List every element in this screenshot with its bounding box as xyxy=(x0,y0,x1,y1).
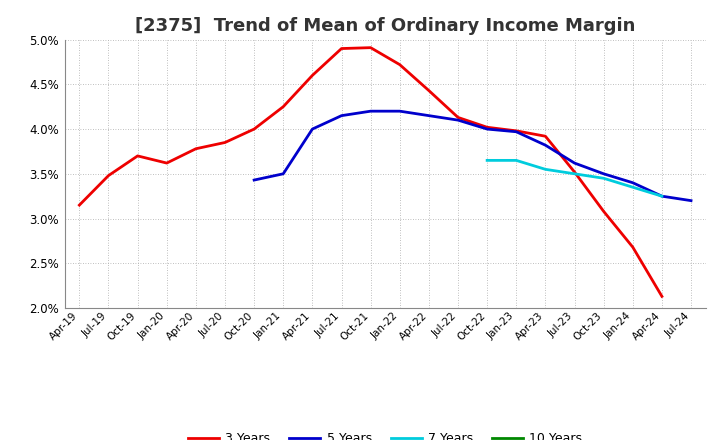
5 Years xyxy=(337,113,346,118)
5 Years xyxy=(541,143,550,148)
3 Years xyxy=(454,115,462,120)
7 Years xyxy=(512,158,521,163)
5 Years xyxy=(308,126,317,132)
3 Years xyxy=(395,62,404,67)
Title: [2375]  Trend of Mean of Ordinary Income Margin: [2375] Trend of Mean of Ordinary Income … xyxy=(135,17,635,35)
Legend: 3 Years, 5 Years, 7 Years, 10 Years: 3 Years, 5 Years, 7 Years, 10 Years xyxy=(183,427,588,440)
5 Years xyxy=(425,113,433,118)
5 Years xyxy=(629,180,637,185)
3 Years xyxy=(308,73,317,78)
5 Years xyxy=(279,171,287,176)
3 Years xyxy=(104,173,113,178)
7 Years xyxy=(657,194,666,199)
3 Years xyxy=(425,88,433,93)
3 Years xyxy=(512,128,521,133)
3 Years xyxy=(541,134,550,139)
3 Years xyxy=(220,140,229,145)
5 Years xyxy=(366,109,375,114)
5 Years xyxy=(395,109,404,114)
5 Years xyxy=(454,117,462,123)
5 Years xyxy=(657,194,666,199)
7 Years xyxy=(483,158,492,163)
3 Years xyxy=(570,169,579,175)
Line: 5 Years: 5 Years xyxy=(254,111,691,201)
3 Years xyxy=(75,202,84,208)
3 Years xyxy=(366,45,375,50)
Line: 7 Years: 7 Years xyxy=(487,161,662,196)
5 Years xyxy=(512,129,521,134)
3 Years xyxy=(192,146,200,151)
5 Years xyxy=(599,171,608,176)
5 Years xyxy=(687,198,696,203)
7 Years xyxy=(629,185,637,190)
3 Years xyxy=(629,245,637,250)
3 Years xyxy=(133,153,142,158)
3 Years xyxy=(337,46,346,51)
7 Years xyxy=(599,176,608,181)
5 Years xyxy=(570,161,579,166)
Line: 3 Years: 3 Years xyxy=(79,48,662,297)
5 Years xyxy=(483,126,492,132)
3 Years xyxy=(483,125,492,130)
3 Years xyxy=(279,104,287,110)
7 Years xyxy=(570,171,579,176)
3 Years xyxy=(657,294,666,299)
3 Years xyxy=(250,126,258,132)
3 Years xyxy=(599,209,608,214)
7 Years xyxy=(541,167,550,172)
3 Years xyxy=(163,161,171,166)
5 Years xyxy=(250,177,258,183)
